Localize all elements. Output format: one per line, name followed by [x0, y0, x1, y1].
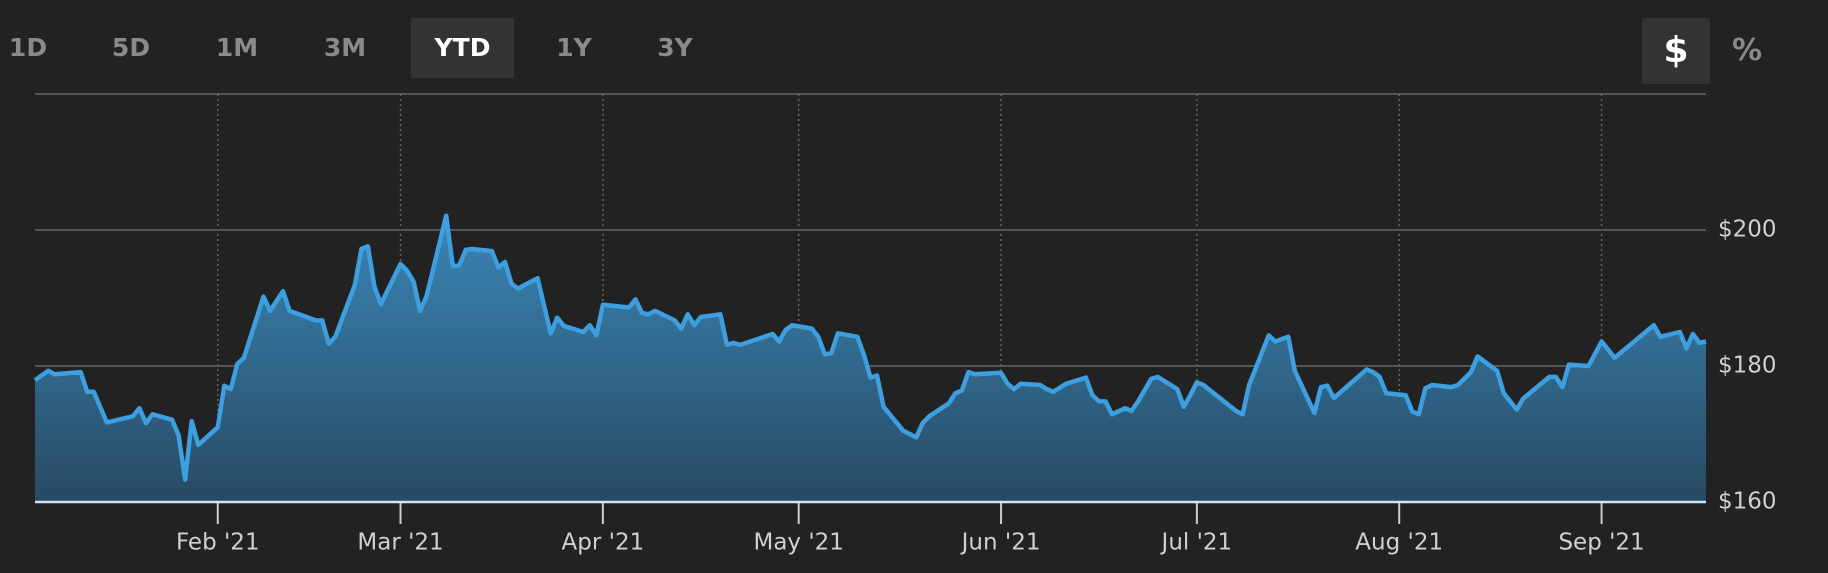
range-button[interactable]: 1M	[215, 33, 259, 62]
y-tick-label: $160	[1718, 489, 1777, 515]
x-tick-label: Mar '21	[357, 530, 443, 556]
x-tick-label: Sep '21	[1558, 530, 1644, 556]
x-tick-label: Apr '21	[562, 530, 645, 556]
x-tick-label: Jun '21	[960, 530, 1041, 556]
unit-button[interactable]: $	[1642, 18, 1710, 84]
range-button[interactable]: YTD	[411, 18, 514, 78]
x-tick-label: Aug '21	[1355, 530, 1443, 556]
line	[33, 213, 1707, 482]
unit-button[interactable]: %	[1731, 33, 1763, 68]
range-button[interactable]: 3M	[323, 33, 367, 62]
area	[35, 215, 1706, 502]
y-tick-label: $200	[1718, 217, 1777, 243]
y-tick-label: $180	[1718, 353, 1777, 379]
range-button[interactable]: 3Y	[657, 33, 693, 62]
x-tick-label: May '21	[753, 530, 843, 556]
x-tick-label: Feb '21	[176, 530, 260, 556]
x-tick-label: Jul '21	[1160, 530, 1233, 556]
range-button[interactable]: 1Y	[556, 33, 592, 62]
range-button[interactable]: 5D	[111, 33, 151, 62]
range-button[interactable]: 1D	[8, 33, 48, 62]
